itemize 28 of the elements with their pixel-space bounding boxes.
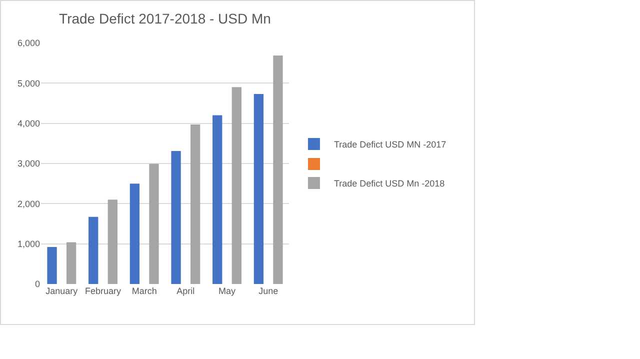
bar — [130, 184, 140, 284]
x-tick-label: April — [176, 286, 195, 296]
bar — [171, 151, 181, 284]
y-tick-label: 6,000 — [17, 38, 40, 48]
bar — [149, 164, 159, 284]
bar — [47, 247, 57, 284]
y-tick-label: 2,000 — [17, 198, 40, 209]
y-tick-label: 5,000 — [17, 78, 40, 88]
bar — [254, 94, 264, 284]
y-tick-label: 4,000 — [17, 118, 40, 128]
bar — [66, 242, 76, 284]
bar — [273, 55, 283, 284]
chart-title: Trade Defict 2017-2018 - USD Mn — [59, 10, 271, 27]
x-tick-label: March — [132, 286, 157, 296]
x-tick-label: May — [218, 286, 236, 296]
y-tick-label: 1,000 — [17, 238, 40, 249]
y-tick-label: 3,000 — [17, 158, 40, 169]
bar — [232, 87, 242, 284]
bar — [88, 216, 98, 284]
bar — [108, 200, 118, 284]
bar — [190, 124, 200, 284]
x-tick-label: February — [84, 286, 122, 296]
legend-label: Trade Defict USD MN -2017 — [334, 140, 446, 150]
legend-label: Trade Defict USD Mn -2018 — [334, 178, 445, 189]
x-tick-label: June — [258, 286, 278, 296]
x-tick-label: January — [46, 286, 78, 296]
bar — [212, 115, 222, 284]
y-tick-label: 0 — [34, 279, 40, 290]
